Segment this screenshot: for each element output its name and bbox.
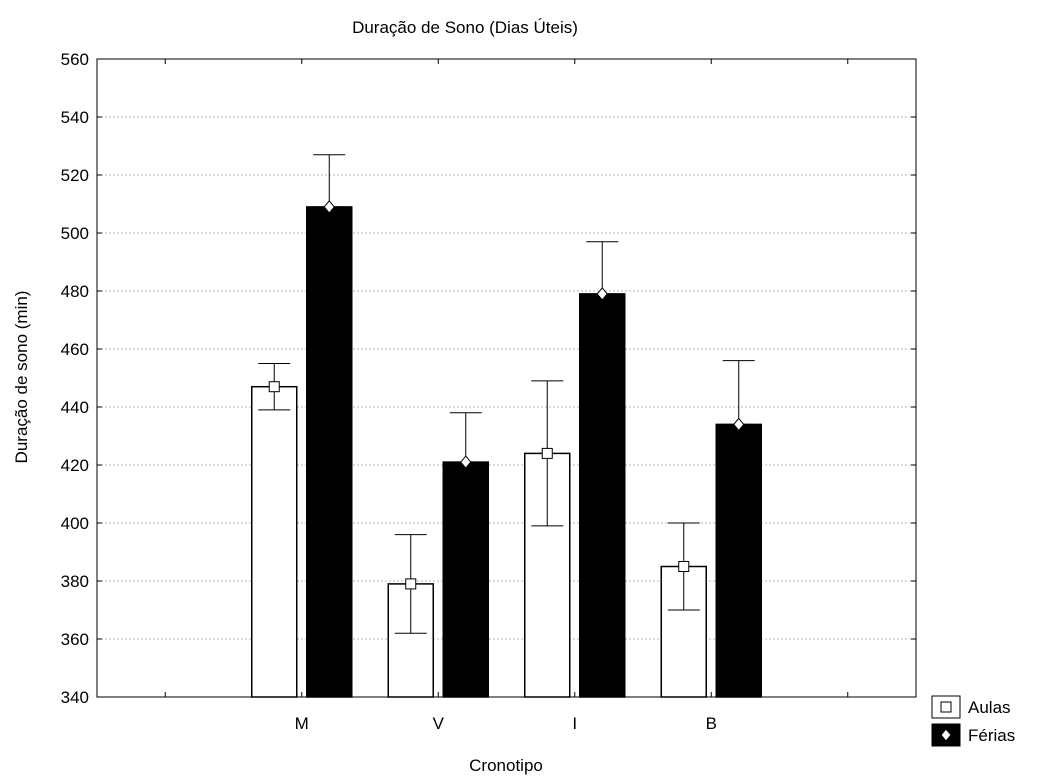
- y-tick-label: 480: [61, 282, 89, 301]
- marker-square: [405, 578, 417, 590]
- marker-square: [268, 381, 280, 393]
- y-tick-label: 460: [61, 340, 89, 359]
- marker-square: [541, 447, 553, 459]
- legend-label-aulas: Aulas: [968, 698, 1011, 717]
- axes: 340 360 380 400 420 440 460 480 500 520 540 560 M V I B: [61, 50, 916, 733]
- y-tick-label: 440: [61, 398, 89, 417]
- bar-férias: [306, 206, 353, 698]
- bars: [251, 206, 762, 698]
- marker-diamond: [460, 455, 472, 469]
- marker-diamond: [733, 417, 745, 432]
- y-tick-label: 400: [61, 514, 89, 533]
- x-tick-label: B: [706, 714, 717, 733]
- legend-label-ferias: Férias: [968, 726, 1015, 745]
- chart-title: Duração de Sono (Dias Úteis): [352, 18, 578, 37]
- marker-diamond: [323, 200, 335, 214]
- y-tick-label: 420: [61, 456, 89, 475]
- y-tick-label: 360: [61, 630, 89, 649]
- y-tick-label: 540: [61, 108, 89, 127]
- x-tick-label: M: [295, 714, 309, 733]
- gridlines: [97, 116, 916, 640]
- bar-férias: [715, 423, 762, 698]
- y-tick-label: 500: [61, 224, 89, 243]
- marker-diamond: [596, 287, 608, 301]
- bar-férias: [442, 461, 489, 698]
- legend: Aulas Férias: [931, 695, 1015, 747]
- marker-square: [678, 561, 690, 572]
- y-tick-label: 340: [61, 688, 89, 707]
- legend-marker-aulas: [940, 701, 952, 713]
- y-tick-label: 520: [61, 166, 89, 185]
- y-axis-label: Duração de sono (min): [12, 291, 31, 464]
- x-tick-label: V: [433, 714, 445, 733]
- plot-frame: [96, 58, 917, 698]
- markers: [268, 200, 745, 590]
- bar-aulas: [251, 385, 298, 698]
- x-axis-label: Cronotipo: [469, 756, 543, 775]
- bar-férias: [579, 293, 626, 698]
- x-tick-label: I: [572, 714, 577, 733]
- y-tick-label: 560: [61, 50, 89, 69]
- y-tick-label: 380: [61, 572, 89, 591]
- legend-marker-ferias: [940, 728, 952, 742]
